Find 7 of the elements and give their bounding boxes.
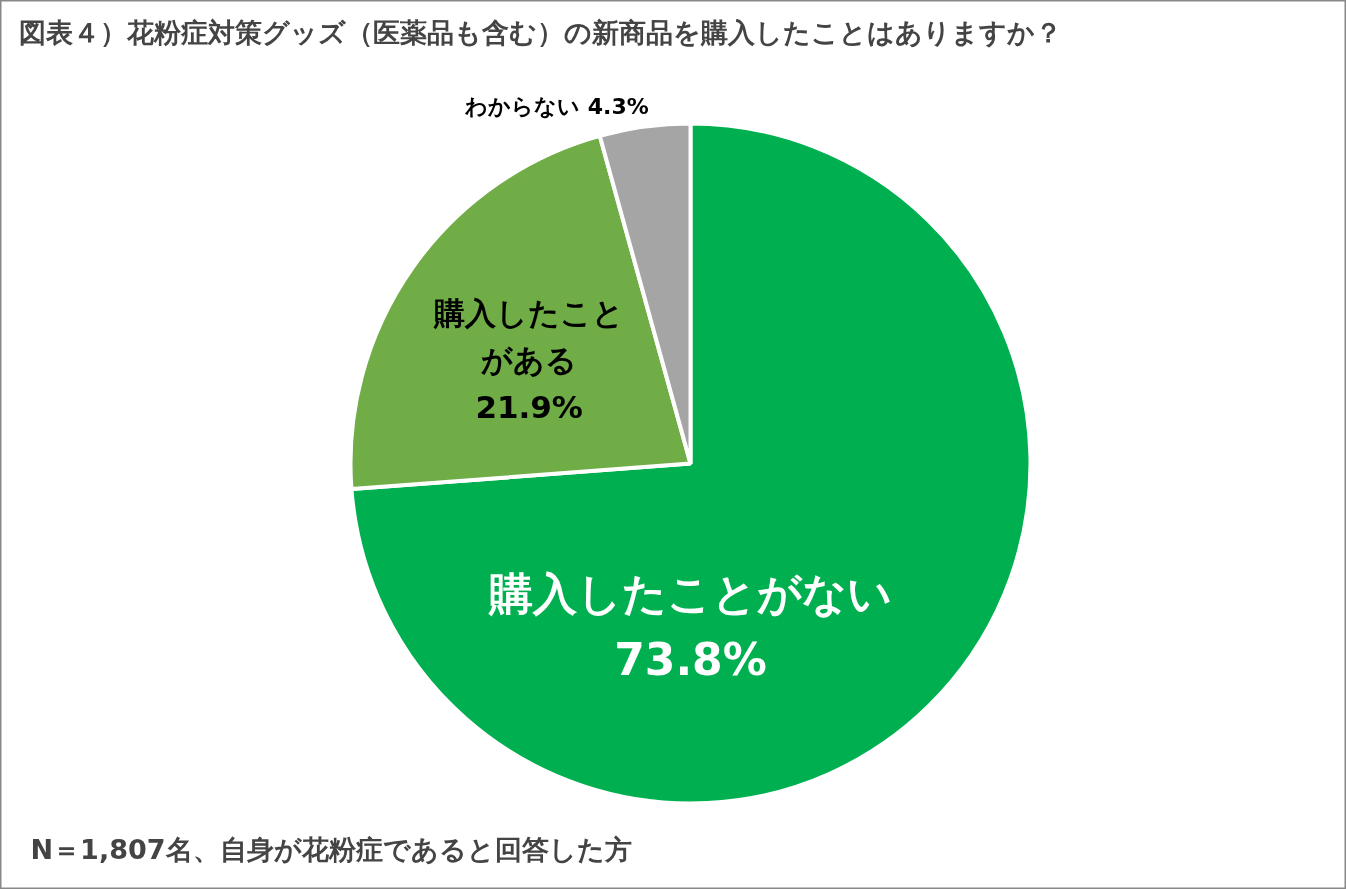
slice-label: 購入したことがある: [433, 295, 625, 379]
data-label: 73.8%: [614, 634, 767, 686]
chart-title: 図表４）花粉症対策グッズ（医薬品も含む）の新商品を購入したことはありますか？: [18, 17, 1062, 48]
data-label: 21.9%: [475, 388, 583, 425]
slice-label: 購入したことがない: [488, 568, 892, 620]
text: N＝1,807名、自身が花粉症であると回答した方: [30, 834, 632, 865]
slice-label: わからない 4.3%: [464, 93, 649, 119]
